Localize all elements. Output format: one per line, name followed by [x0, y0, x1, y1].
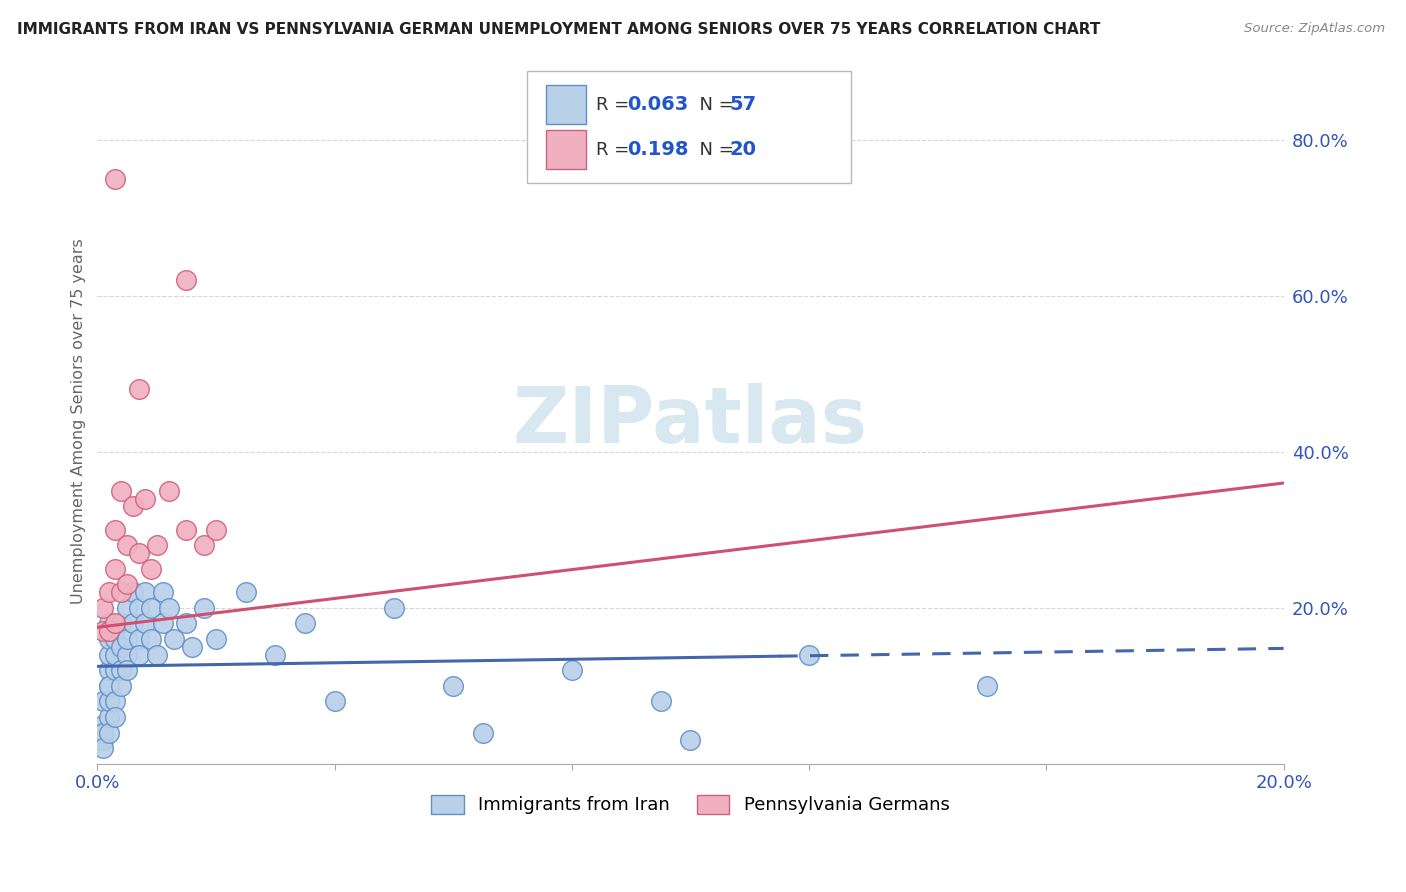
- Point: [104, 632, 127, 646]
- Point: [128, 546, 150, 560]
- Point: [134, 616, 156, 631]
- Point: [98, 694, 121, 708]
- Point: [104, 616, 127, 631]
- Text: 0.198: 0.198: [627, 140, 689, 159]
- Text: N =: N =: [688, 95, 740, 113]
- Point: [139, 600, 162, 615]
- Point: [471, 725, 494, 739]
- Point: [134, 491, 156, 506]
- Point: [104, 523, 127, 537]
- Text: R =: R =: [596, 95, 636, 113]
- Point: [152, 616, 174, 631]
- Point: [115, 648, 138, 662]
- Point: [128, 600, 150, 615]
- Point: [139, 562, 162, 576]
- Point: [91, 718, 114, 732]
- Point: [163, 632, 186, 646]
- Point: [98, 679, 121, 693]
- Point: [115, 577, 138, 591]
- Point: [561, 663, 583, 677]
- Point: [139, 632, 162, 646]
- Point: [323, 694, 346, 708]
- Point: [110, 616, 132, 631]
- Text: Source: ZipAtlas.com: Source: ZipAtlas.com: [1244, 22, 1385, 36]
- Point: [205, 632, 228, 646]
- Point: [122, 500, 145, 514]
- Point: [110, 663, 132, 677]
- Point: [115, 600, 138, 615]
- Point: [98, 632, 121, 646]
- Point: [104, 694, 127, 708]
- Point: [145, 538, 167, 552]
- Point: [441, 679, 464, 693]
- Point: [110, 679, 132, 693]
- Text: R =: R =: [596, 141, 636, 159]
- Point: [145, 648, 167, 662]
- Point: [104, 648, 127, 662]
- Point: [110, 640, 132, 654]
- Text: 57: 57: [730, 95, 756, 114]
- Point: [104, 171, 127, 186]
- Point: [91, 694, 114, 708]
- Y-axis label: Unemployment Among Seniors over 75 years: Unemployment Among Seniors over 75 years: [72, 238, 86, 604]
- Point: [91, 733, 114, 747]
- Text: IMMIGRANTS FROM IRAN VS PENNSYLVANIA GERMAN UNEMPLOYMENT AMONG SENIORS OVER 75 Y: IMMIGRANTS FROM IRAN VS PENNSYLVANIA GER…: [17, 22, 1101, 37]
- Point: [122, 616, 145, 631]
- Point: [235, 585, 257, 599]
- Point: [650, 694, 672, 708]
- Point: [176, 523, 198, 537]
- Point: [382, 600, 405, 615]
- Point: [98, 585, 121, 599]
- Point: [157, 600, 180, 615]
- Point: [193, 600, 215, 615]
- Point: [128, 648, 150, 662]
- Point: [976, 679, 998, 693]
- Point: [294, 616, 316, 631]
- Point: [98, 710, 121, 724]
- Point: [176, 273, 198, 287]
- Point: [91, 725, 114, 739]
- Point: [152, 585, 174, 599]
- Point: [110, 585, 132, 599]
- Legend: Immigrants from Iran, Pennsylvania Germans: Immigrants from Iran, Pennsylvania Germa…: [422, 786, 959, 823]
- Point: [115, 632, 138, 646]
- Point: [122, 585, 145, 599]
- Point: [98, 616, 121, 631]
- Point: [115, 538, 138, 552]
- Point: [264, 648, 287, 662]
- Point: [98, 679, 121, 693]
- Text: ZIPatlas: ZIPatlas: [513, 383, 868, 458]
- Point: [98, 663, 121, 677]
- Point: [193, 538, 215, 552]
- Text: N =: N =: [688, 141, 740, 159]
- Point: [98, 648, 121, 662]
- Point: [128, 383, 150, 397]
- Point: [679, 733, 702, 747]
- Text: 0.063: 0.063: [627, 95, 689, 114]
- Point: [104, 710, 127, 724]
- Point: [128, 632, 150, 646]
- Point: [115, 663, 138, 677]
- Point: [91, 624, 114, 639]
- Point: [110, 483, 132, 498]
- Point: [134, 585, 156, 599]
- Point: [797, 648, 820, 662]
- Point: [98, 624, 121, 639]
- Point: [91, 741, 114, 756]
- Point: [205, 523, 228, 537]
- Point: [98, 725, 121, 739]
- Point: [91, 600, 114, 615]
- Point: [104, 663, 127, 677]
- Point: [176, 616, 198, 631]
- Point: [181, 640, 204, 654]
- Text: 20: 20: [730, 140, 756, 159]
- Point: [157, 483, 180, 498]
- Point: [104, 562, 127, 576]
